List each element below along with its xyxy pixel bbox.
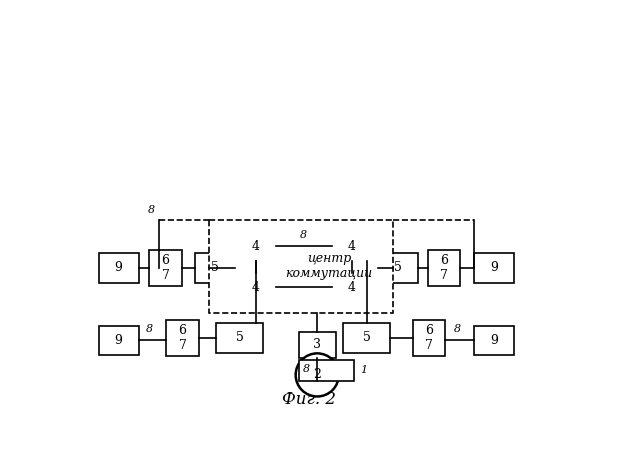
Text: 4: 4	[252, 281, 260, 293]
Bar	[99, 326, 139, 355]
Text: 5: 5	[394, 261, 402, 274]
Bar	[378, 253, 418, 283]
Bar	[195, 253, 235, 283]
Bar	[149, 250, 182, 286]
Text: 2: 2	[314, 369, 321, 381]
Bar	[209, 220, 394, 313]
Text: 9: 9	[115, 261, 122, 274]
Text: Фиг. 2: Фиг. 2	[282, 391, 336, 408]
Text: 9: 9	[115, 334, 122, 347]
Text: 8: 8	[146, 324, 153, 334]
Bar	[413, 320, 445, 356]
Text: 8: 8	[454, 324, 461, 334]
Bar	[332, 273, 372, 302]
Bar	[474, 326, 515, 355]
Bar	[216, 324, 262, 353]
Text: 1: 1	[360, 365, 367, 375]
Bar	[99, 253, 139, 283]
Text: 6
7: 6 7	[425, 324, 433, 352]
Bar	[166, 320, 198, 356]
Text: центр
коммутации: центр коммутации	[285, 253, 372, 280]
Text: 6
7: 6 7	[440, 254, 448, 282]
Circle shape	[296, 354, 339, 396]
Bar	[299, 332, 336, 358]
Bar	[236, 232, 276, 261]
Text: 5: 5	[236, 331, 243, 344]
Text: 9: 9	[490, 261, 499, 274]
Text: 6
7: 6 7	[161, 254, 170, 282]
Text: 8: 8	[300, 230, 307, 240]
Text: 8: 8	[302, 364, 310, 374]
Text: 5: 5	[211, 261, 219, 274]
Text: 5: 5	[363, 331, 371, 344]
Bar	[299, 359, 354, 381]
Text: 4: 4	[348, 281, 356, 293]
Text: 4: 4	[348, 240, 356, 253]
Bar	[332, 232, 372, 261]
Text: 8: 8	[148, 205, 155, 215]
Text: 3: 3	[313, 339, 321, 351]
Text: 6
7: 6 7	[179, 324, 186, 352]
Text: 9: 9	[490, 334, 499, 347]
Bar	[344, 324, 390, 353]
Bar	[474, 253, 515, 283]
Bar	[236, 273, 276, 302]
Bar	[428, 250, 460, 286]
Text: 4: 4	[252, 240, 260, 253]
